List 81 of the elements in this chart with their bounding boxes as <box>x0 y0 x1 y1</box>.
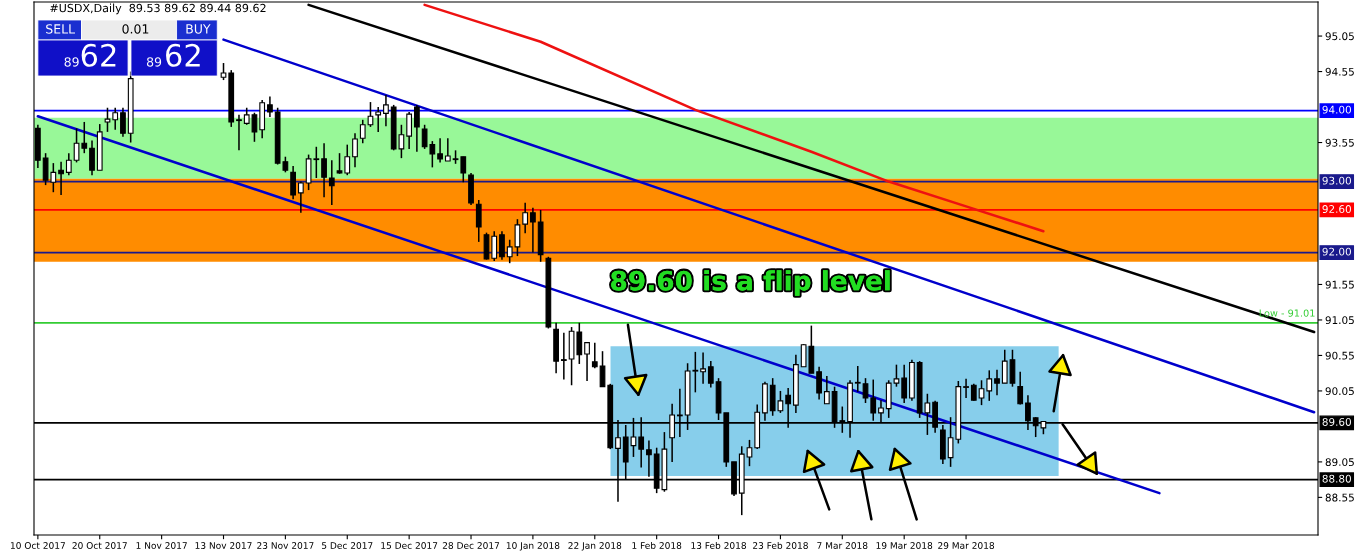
candlestick <box>236 114 242 152</box>
y-tick-label: 93.55 <box>1325 138 1354 147</box>
line-series <box>423 3 1045 233</box>
candlestick <box>406 111 413 150</box>
x-tick-label: 28 Dec 2017 <box>442 542 500 549</box>
x-tick-label: 22 Jan 2018 <box>568 542 622 551</box>
y-tick-label: 91.05 <box>1325 316 1354 325</box>
candlestick <box>560 331 567 381</box>
chart-title: #USDX,Daily 89.53 89.62 89.44 89.62 <box>50 3 266 15</box>
x-tick-label: 13 Feb 2018 <box>691 541 747 549</box>
y-tick-label: 90.05 <box>1325 387 1354 396</box>
candlestick <box>475 199 482 243</box>
x-tick-label: 20 Oct 2017 <box>72 542 127 549</box>
candlestick <box>522 202 529 235</box>
x-tick-label: 13 Nov 2017 <box>195 542 252 549</box>
x-tick-label: 29 Mar 2018 <box>938 542 995 549</box>
candlestick <box>104 106 111 133</box>
candlestick <box>646 439 652 478</box>
x-tick-label: 23 Nov 2017 <box>257 542 314 549</box>
candlestick <box>700 351 706 385</box>
candlestick <box>321 142 327 198</box>
candlestick <box>65 152 72 176</box>
annotation: 89 <box>64 57 79 67</box>
ref-line-label: 92.60 <box>1322 205 1351 213</box>
candlestick <box>290 165 296 201</box>
x-tick-label: 1 Feb 2018 <box>632 541 682 549</box>
x-tick-label: 7 Mar 2018 <box>817 542 868 549</box>
candlestick <box>901 363 908 404</box>
candlestick <box>862 377 869 404</box>
ref-line-label: 93.00 <box>1322 176 1351 185</box>
candlestick <box>994 368 1000 396</box>
candlestick <box>112 106 119 131</box>
candlestick <box>499 230 505 261</box>
annotation: 62 <box>166 43 200 67</box>
candlestick <box>383 94 389 127</box>
annotation: Low - 91.01 <box>1259 309 1315 317</box>
x-tick-label: 5 Dec 2017 <box>322 542 373 549</box>
x-tick-label: 10 Oct 2017 <box>10 542 65 549</box>
y-tick-label: 89.05 <box>1325 458 1354 466</box>
candlestick <box>823 375 830 405</box>
y-tick-label: 90.55 <box>1325 351 1354 360</box>
candlestick <box>352 132 358 169</box>
candlestick <box>584 341 590 382</box>
x-tick-label: 19 Mar 2018 <box>876 542 933 549</box>
candlestick <box>591 341 598 369</box>
candlestick <box>1017 370 1024 406</box>
candlestick <box>58 160 64 196</box>
candlestick <box>491 230 498 262</box>
annotation: 89 <box>146 57 162 67</box>
candlestick <box>267 95 273 118</box>
y-tick-label: 88.55 <box>1325 493 1354 502</box>
candlestick <box>328 159 335 206</box>
y-tick-label: 94.55 <box>1325 67 1354 76</box>
ref-line-label: 92.00 <box>1322 247 1351 256</box>
annotation: 89.60 is a flip level <box>611 270 890 296</box>
candlestick <box>375 106 382 133</box>
ref-line-label: 88.80 <box>1322 474 1351 483</box>
annotation: 0.01 <box>122 24 149 34</box>
candlestick <box>530 207 536 254</box>
ref-line-label: 89.60 <box>1322 418 1351 426</box>
candlestick <box>89 139 95 176</box>
candlestick <box>963 378 969 399</box>
candlestick <box>816 366 822 401</box>
y-tick-label: 95.05 <box>1325 32 1354 41</box>
candlestick <box>437 137 443 164</box>
x-tick-label: 15 Dec 2017 <box>381 542 438 549</box>
x-tick-label: 1 Nov 2017 <box>136 542 187 549</box>
annotation: BUY <box>186 24 211 34</box>
candlestick <box>746 439 753 467</box>
annotation: SELL <box>46 24 75 34</box>
candlestick <box>444 137 451 162</box>
x-tick-label: 10 Jan 2018 <box>506 542 560 551</box>
candlestick <box>120 106 126 138</box>
candlestick <box>297 180 304 214</box>
ref-line-label: 94.00 <box>1322 105 1351 114</box>
candlestick <box>414 104 420 153</box>
candlestick <box>854 365 861 393</box>
annotation: 62 <box>81 43 116 67</box>
x-tick-label: 23 Feb 2018 <box>752 541 808 549</box>
y-tick-label: 91.55 <box>1325 280 1354 289</box>
candlestick <box>707 360 714 389</box>
